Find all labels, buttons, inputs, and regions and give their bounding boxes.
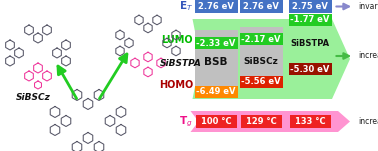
Text: E$_T$: E$_T$: [179, 0, 193, 13]
Polygon shape: [192, 19, 350, 99]
Text: -5.30 eV: -5.30 eV: [290, 64, 330, 74]
Text: increase: increase: [358, 117, 378, 126]
Bar: [290, 115, 330, 128]
Text: -1.77 eV: -1.77 eV: [290, 16, 330, 24]
Text: BSB: BSB: [204, 57, 228, 67]
Bar: [288, 0, 332, 13]
Text: T$_g$: T$_g$: [180, 114, 193, 129]
Polygon shape: [191, 111, 350, 132]
Bar: [195, 30, 237, 86]
Bar: [288, 63, 332, 75]
Text: 133 °C: 133 °C: [295, 117, 325, 126]
Text: invariant: invariant: [358, 2, 378, 11]
Text: -5.56 eV: -5.56 eV: [241, 77, 281, 87]
Text: 100 °C: 100 °C: [201, 117, 231, 126]
Bar: [195, 115, 237, 128]
Text: 129 °C: 129 °C: [246, 117, 276, 126]
Text: SiBSCz: SiBSCz: [244, 56, 278, 66]
Text: -6.49 eV: -6.49 eV: [196, 87, 236, 96]
Bar: [240, 0, 282, 13]
Bar: [240, 115, 282, 128]
Text: HOMO: HOMO: [159, 80, 193, 90]
Text: 2.75 eV: 2.75 eV: [292, 2, 328, 11]
Text: -2.33 eV: -2.33 eV: [196, 39, 236, 48]
Text: SiBSTPA: SiBSTPA: [290, 39, 330, 48]
Text: SiBSCz: SiBSCz: [15, 93, 50, 102]
Text: 2.76 eV: 2.76 eV: [198, 2, 234, 11]
Text: -2.17 eV: -2.17 eV: [241, 34, 281, 43]
Text: increase: increase: [358, 51, 378, 61]
Bar: [240, 27, 282, 88]
Text: SiBSTPA: SiBSTPA: [160, 58, 202, 67]
Bar: [288, 14, 332, 26]
Bar: [195, 86, 237, 98]
Text: LUMO: LUMO: [161, 35, 193, 45]
Text: 2.76 eV: 2.76 eV: [243, 2, 279, 11]
Bar: [195, 0, 237, 13]
Bar: [240, 76, 282, 88]
Bar: [195, 37, 237, 49]
Bar: [240, 33, 282, 45]
